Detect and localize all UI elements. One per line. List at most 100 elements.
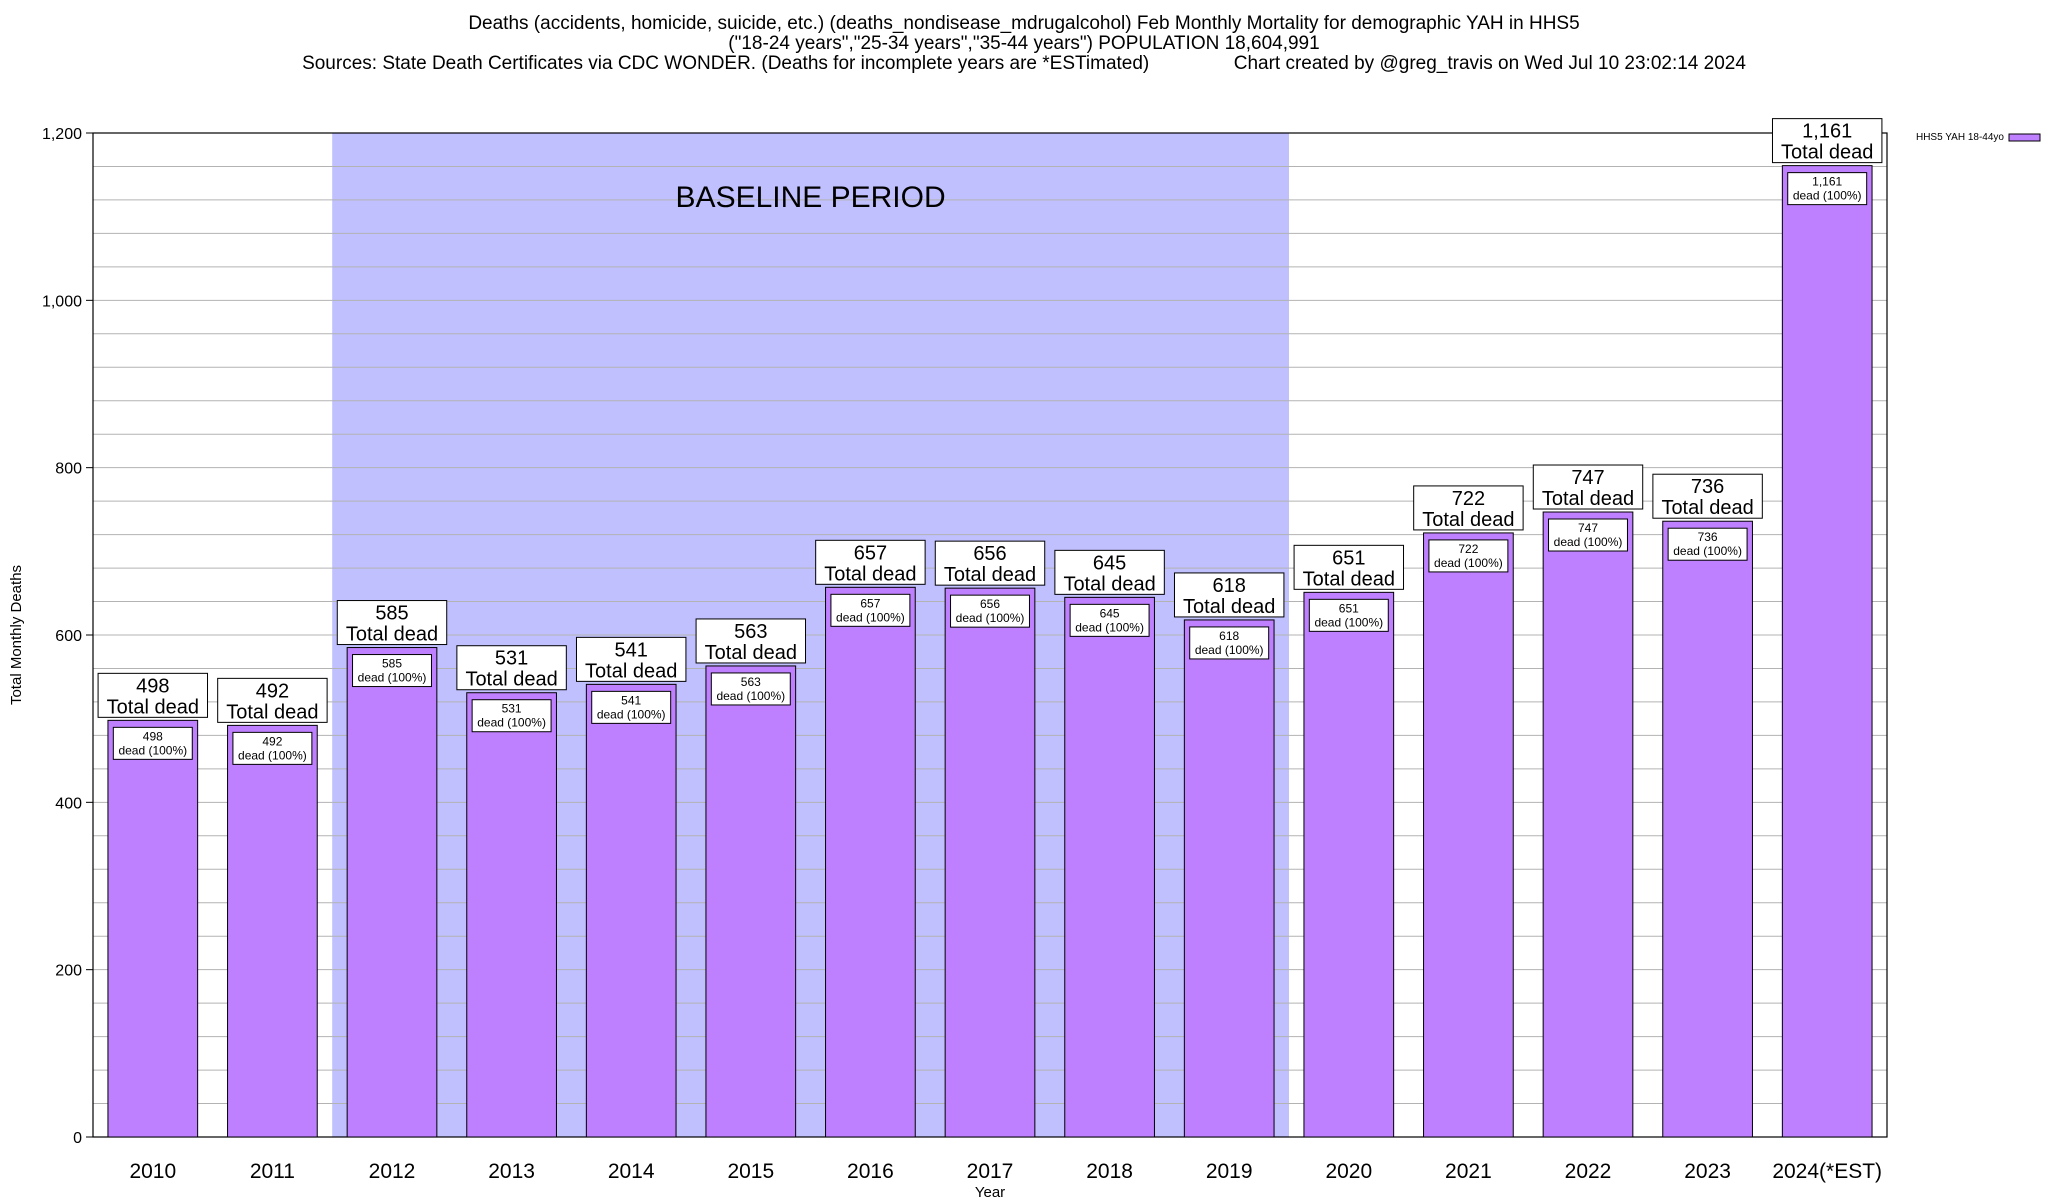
inner-label-box (1308, 598, 1389, 632)
bar (825, 586, 916, 1138)
title-line-2: ("18-24 years","25-34 years","35-44 year… (728, 33, 1320, 54)
bar (1781, 165, 1873, 1138)
top-label-box (97, 672, 209, 718)
inner-label-value: 645 (1100, 606, 1120, 620)
x-tick-label: 2021 (1445, 1160, 1492, 1183)
top-label-value: 747 (1571, 467, 1604, 489)
inner-label-suffix: dead (100%) (1434, 556, 1503, 570)
bar (1423, 532, 1514, 1138)
inner-label-value: 563 (741, 675, 761, 689)
inner-label-suffix: dead (100%) (1554, 535, 1623, 549)
top-label-box (1054, 549, 1165, 595)
y-tick-label: 400 (55, 795, 82, 812)
top-label-box (1532, 464, 1644, 510)
bar (944, 587, 1036, 1138)
top-label-box (934, 540, 1046, 586)
bar (107, 719, 199, 1138)
inner-label-box (471, 699, 552, 733)
top-label-value: 498 (136, 675, 169, 697)
bar (1662, 520, 1753, 1138)
inner-label-suffix: dead (100%) (1075, 620, 1144, 634)
top-label-value: 722 (1452, 488, 1485, 510)
inner-label-value: 618 (1219, 629, 1239, 643)
bar (1542, 511, 1634, 1138)
inner-label-value: 657 (860, 596, 880, 610)
top-label-box (1771, 118, 1883, 164)
inner-label-value: 1,161 (1812, 175, 1842, 189)
x-tick-label: 2024(*EST) (1772, 1160, 1882, 1183)
inner-label-suffix: dead (100%) (716, 689, 785, 703)
x-tick-label: 2023 (1684, 1160, 1731, 1183)
y-tick-label: 0 (73, 1130, 82, 1147)
inner-label-suffix: dead (100%) (1195, 643, 1264, 657)
inner-label-suffix: dead (100%) (477, 716, 546, 730)
bar (1303, 591, 1395, 1138)
inner-label-suffix: dead (100%) (118, 743, 187, 757)
inner-label-value: 722 (1458, 542, 1478, 556)
top-label-value: 1,161 (1802, 121, 1852, 143)
x-tick-label: 2015 (727, 1160, 774, 1183)
bar (1064, 596, 1155, 1138)
inner-label-value: 656 (980, 597, 1000, 611)
inner-label-suffix: dead (100%) (1673, 544, 1742, 558)
top-label-suffix: Total dead (1063, 573, 1155, 595)
title-line-3: Sources: State Death Certificates via CD… (302, 53, 1746, 74)
x-axis-label: Year (975, 1184, 1005, 1200)
top-label-suffix: Total dead (226, 701, 318, 723)
x-tick-label: 2016 (847, 1160, 894, 1183)
y-axis-label: Total Monthly Deaths (8, 565, 25, 705)
top-label-suffix: Total dead (1422, 509, 1514, 531)
inner-label-value: 585 (382, 657, 402, 671)
top-label-suffix: Total dead (1781, 142, 1873, 164)
inner-label-box (1787, 172, 1868, 206)
inner-label-value: 498 (143, 729, 163, 743)
top-label-value: 618 (1213, 575, 1246, 597)
top-label-box (1293, 544, 1405, 590)
y-tick-label: 600 (55, 628, 82, 645)
top-label-suffix: Total dead (824, 563, 916, 585)
x-tick-label: 2014 (608, 1160, 655, 1183)
y-tick-label: 1,200 (42, 126, 82, 143)
top-label-box (456, 645, 567, 691)
top-label-suffix: Total dead (1183, 596, 1275, 618)
inner-label-value: 531 (502, 702, 522, 716)
top-label-suffix: Total dead (465, 669, 557, 691)
y-tick-label: 800 (55, 461, 82, 478)
x-tick-label: 2010 (129, 1160, 176, 1183)
title-line-1: Deaths (accidents, homicide, suicide, et… (468, 13, 1580, 34)
inner-label-suffix: dead (100%) (836, 610, 905, 624)
inner-label-suffix: dead (100%) (597, 707, 666, 721)
top-label-box (815, 539, 926, 585)
bar (466, 692, 557, 1138)
inner-label-value: 651 (1339, 601, 1359, 615)
top-label-suffix: Total dead (346, 624, 438, 646)
top-label-suffix: Total dead (1661, 497, 1753, 519)
top-label-suffix: Total dead (585, 660, 677, 682)
inner-label-box (950, 594, 1030, 628)
top-label-value: 492 (256, 680, 289, 702)
top-label-box (1413, 485, 1524, 531)
top-label-box (575, 636, 687, 682)
top-label-suffix: Total dead (107, 696, 199, 718)
x-tick-label: 2019 (1206, 1160, 1253, 1183)
y-tick-label: 1,000 (42, 293, 82, 310)
inner-label-suffix: dead (100%) (1314, 615, 1383, 629)
bar (585, 683, 677, 1138)
x-tick-label: 2018 (1086, 1160, 1133, 1183)
top-label-suffix: Total dead (944, 564, 1036, 586)
bar (227, 724, 318, 1138)
legend-label: HHS5 YAH 18-44yo (1916, 132, 2004, 143)
top-label-suffix: Total dead (1303, 568, 1395, 590)
inner-label-value: 492 (262, 734, 282, 748)
top-label-box (1173, 572, 1285, 618)
top-label-box (336, 600, 448, 646)
inner-label-value: 747 (1578, 521, 1598, 535)
x-tick-label: 2012 (369, 1160, 416, 1183)
top-label-value: 541 (615, 639, 648, 661)
bar (346, 647, 438, 1138)
top-label-box (1652, 473, 1763, 519)
x-tick-label: 2011 (250, 1160, 295, 1183)
inner-label-box (232, 731, 313, 765)
top-label-value: 656 (973, 543, 1006, 565)
